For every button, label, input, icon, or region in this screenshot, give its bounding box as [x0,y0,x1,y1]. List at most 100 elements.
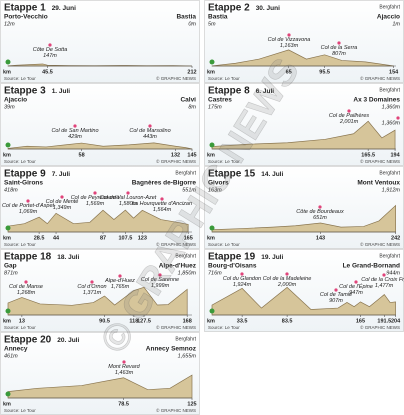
climb-label-line: 1,477m [375,283,394,289]
stage-title: Etappe 8 [208,86,250,97]
start-altitude: 871m [4,270,18,276]
climb-label-line: 1,765m [111,284,130,290]
credit: © GRAPHIC NEWS [360,75,400,81]
climb-marker [26,199,30,203]
x-tick-label: 118 [129,318,138,324]
climb-label-line: Col de la Madeleine [263,276,312,282]
start-name: Gap [4,263,17,270]
stage-note: Bergfahrt [175,170,196,176]
x-tick-label: 107.5 [119,235,133,241]
start-altitude: 163m [208,187,222,193]
climb-label-line: 1,349m [53,205,72,211]
climb-label-line: Côte De Sotta [33,47,68,53]
source: Source: Le Tour [4,325,36,330]
climb-label: Col de Marsolino 443m [129,128,170,140]
start-name: Saint-Girons [4,180,43,187]
climb-label-line: 1,463m [115,370,134,376]
start-name: Bastia [208,14,228,21]
stage-title: Etappe 2 [208,3,250,14]
stage-date: 1. Juli [52,88,71,95]
climb-marker [48,43,52,47]
climb-label: Col de la Croix Fry 1,477m [361,277,404,289]
climb-marker [347,109,351,113]
elevation-profile [211,204,396,233]
finish-altitude: 551m [182,187,196,193]
stage-title: Etappe 9 [4,169,46,180]
climb-marker [382,273,386,277]
panel-background [0,166,200,249]
x-axis-label: km [3,152,11,158]
climb-label: Côte De Sotta 147m [33,47,68,59]
finish-name: Ax 3 Domaines [353,97,400,104]
x-axis-label: km [3,401,11,407]
panel-background [204,0,404,83]
start-altitude: 12m [4,21,15,27]
x-tick-label: 212 [187,69,196,75]
source: Source: Le Tour [208,242,240,247]
start-marker [209,308,215,314]
x-tick-label: 123 [138,235,147,241]
x-tick-label: 143 [316,235,325,241]
panel-background [0,332,200,415]
finish-name: Ajaccio [377,14,400,21]
x-tick-label: 165.5 [361,152,375,158]
elevation-profile [7,142,193,150]
x-axis-label: km [207,152,215,158]
climb-label: Col de Sarenne 1,999m [141,277,179,289]
climb-label: Col de Vizzavona 1,163m [268,37,311,49]
start-marker [5,308,11,314]
climb-marker [240,272,244,276]
climb-marker [287,33,291,37]
climb-label-line: Côte de Bourdeaux [296,209,344,215]
climb-label-line: 429m [68,134,82,140]
credit: © GRAPHIC NEWS [156,241,196,247]
x-axis-label: km [207,318,215,324]
finish-name: Calvi [180,97,196,104]
climb-label-line: Col de Marsolino [129,128,170,134]
x-tick-label: 165 [356,318,365,324]
climb-label: Col d'Ornon 1,371m [77,284,106,296]
stage-title: Etappe 18 [4,252,52,263]
x-tick-label: 28.5 [34,235,45,241]
panel-background [0,83,200,166]
climb-label: Col de Val Louron-Azet 1,580m [100,195,157,207]
credit: © GRAPHIC NEWS [156,158,196,164]
climb-label-line: 907m [329,298,343,304]
x-tick-label: 95.5 [319,69,330,75]
x-tick-label: 87 [100,235,106,241]
climb-label-line: 443m [143,134,157,140]
x-tick-label: 242 [391,235,400,241]
x-tick-label: 13 [19,318,25,324]
stage-title: Etappe 1 [4,3,46,14]
credit: © GRAPHIC NEWS [156,75,196,81]
climb-label-line: 1,069m [19,209,38,215]
climb-marker [93,191,97,195]
x-tick-label: 65 [286,69,292,75]
climb-marker [122,360,126,364]
climb-label: Col du Glandon 1,924m [223,276,261,288]
stage-note: Bergfahrt [379,253,400,259]
climb-label: Col de Menté 1,349m [46,199,79,211]
credit: © GRAPHIC NEWS [156,407,196,413]
elevation-profile [7,209,189,233]
start-altitude: 716m [208,270,222,276]
climb-marker [73,124,77,128]
x-tick-label: 33.5 [237,318,248,324]
climb-label: Col de San Martino 429m [51,128,98,140]
climb-marker [126,191,130,195]
climb-marker [354,280,358,284]
stage-date: 7. Juli [52,171,71,178]
climb-marker [24,280,28,284]
x-tick-label: 165 [184,235,193,241]
panel-background [0,249,200,332]
climb-label-line: Col de Manse [9,284,43,290]
climb-label-line: 1,580m [119,201,138,207]
climb-label-line: Mont Revard [108,364,140,370]
stage-title: Etappe 19 [208,252,256,263]
x-tick-label: 154 [389,69,399,75]
climb-label-line: 807m [332,51,346,57]
finish-altitude: 8m [188,104,196,110]
climb-label-line: 1,924m [233,282,252,288]
